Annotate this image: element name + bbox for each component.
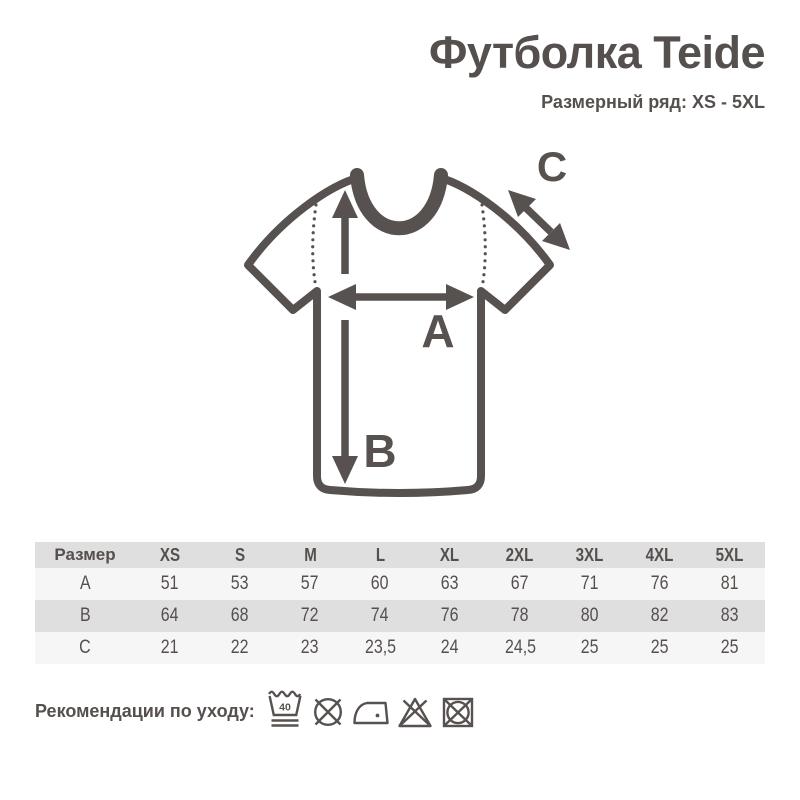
cell-a-m: 57 [301, 573, 319, 594]
tshirt-measurement-diagram: A B C [230, 140, 590, 520]
care-icons-row: 40 [266, 688, 476, 732]
row-label-a: A [79, 573, 91, 594]
table-row-c: C 21 22 23 23,5 24 24,5 25 25 25 [35, 632, 765, 664]
col-header-xl: XL [440, 544, 460, 565]
cell-b-xs: 64 [161, 605, 179, 626]
cell-b-xl: 76 [441, 605, 459, 626]
row-label-c: C [79, 637, 91, 658]
arrow-c [508, 190, 570, 250]
cell-a-xl: 63 [441, 573, 459, 594]
cell-c-l: 23,5 [364, 637, 396, 658]
table-row-b: B 64 68 72 74 76 78 80 82 83 [35, 600, 765, 632]
cell-a-s: 53 [231, 573, 249, 594]
table-row-a: A 51 53 57 60 63 67 71 76 81 [35, 568, 765, 600]
tshirt-outline [244, 173, 554, 497]
arrow-a [328, 284, 474, 310]
col-header-l: L [375, 544, 385, 565]
cell-c-3xl: 25 [581, 637, 599, 658]
cell-c-xs: 21 [161, 637, 179, 658]
size-range-subtitle: Размерный ряд: XS - 5XL [541, 92, 765, 112]
cell-b-l: 74 [371, 605, 389, 626]
cell-c-2xl: 24,5 [504, 637, 536, 658]
do-not-dry-clean-icon [313, 697, 343, 727]
do-not-bleach-icon [398, 697, 432, 728]
cell-b-m: 72 [301, 605, 319, 626]
cell-b-4xl: 82 [651, 605, 669, 626]
cell-a-xs: 51 [161, 573, 179, 594]
cell-c-s: 22 [231, 637, 249, 658]
cell-b-2xl: 78 [511, 605, 529, 626]
cell-c-m: 23 [301, 637, 319, 658]
col-header-2xl: 2XL [506, 544, 534, 565]
iron-low-icon [353, 701, 389, 725]
arrow-b [332, 190, 358, 484]
size-table-header-row: Размер XS S M L XL 2XL 3XL 4XL 5XL [35, 542, 765, 568]
col-header-size: Размер [54, 545, 116, 564]
col-header-s: S [234, 544, 246, 565]
cell-b-s: 68 [231, 605, 249, 626]
care-instructions-label: Рекомендации по уходу: [35, 701, 255, 721]
cell-a-2xl: 67 [511, 573, 529, 594]
tshirt-diagram-svg: A B C [244, 143, 570, 497]
row-label-b: B [79, 605, 91, 626]
cell-a-l: 60 [371, 573, 389, 594]
cell-a-3xl: 71 [581, 573, 599, 594]
size-table: Размер XS S M L XL 2XL 3XL 4XL 5XL A 51 … [35, 542, 765, 664]
collar [350, 168, 448, 236]
col-header-m: M [303, 544, 317, 565]
cell-c-4xl: 25 [651, 637, 669, 658]
col-header-5xl: 5XL [716, 544, 744, 565]
cell-b-3xl: 80 [581, 605, 599, 626]
cell-c-xl: 24 [441, 637, 459, 658]
measure-label-c: C [537, 143, 567, 190]
svg-text:40: 40 [279, 702, 291, 714]
do-not-tumble-dry-icon [442, 697, 474, 728]
cell-c-5xl: 25 [721, 637, 739, 658]
page-title: Футболка Teide [428, 27, 766, 78]
cell-a-5xl: 81 [721, 573, 739, 594]
col-header-4xl: 4XL [646, 544, 674, 565]
cell-a-4xl: 76 [651, 573, 669, 594]
col-header-xs: XS [159, 544, 181, 565]
cell-b-5xl: 83 [721, 605, 739, 626]
measure-label-b: B [363, 425, 396, 477]
measure-label-a: A [421, 305, 454, 357]
col-header-3xl: 3XL [576, 544, 604, 565]
wash-40-icon: 40 [268, 690, 302, 727]
